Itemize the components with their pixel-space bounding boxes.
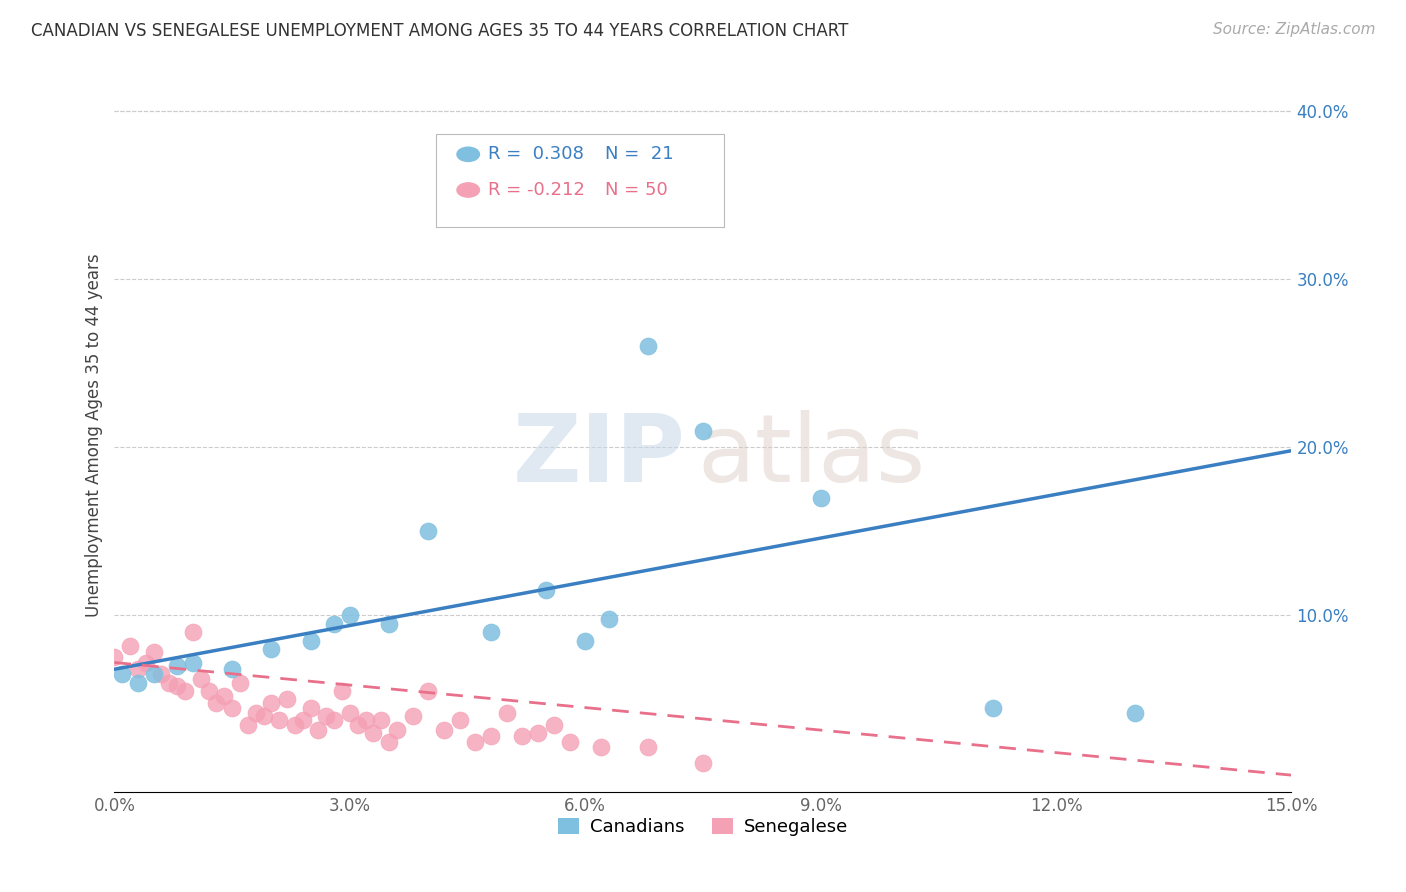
Point xyxy=(346,717,368,731)
Point xyxy=(589,739,612,754)
Point xyxy=(323,713,346,727)
Point xyxy=(637,739,659,754)
Point xyxy=(103,650,125,665)
Point xyxy=(543,717,565,731)
Text: R =  0.308: R = 0.308 xyxy=(488,145,583,163)
Point xyxy=(363,726,385,740)
Point xyxy=(260,696,283,710)
Point xyxy=(142,645,165,659)
Point xyxy=(190,673,212,687)
Point xyxy=(276,692,298,706)
Point xyxy=(449,713,471,727)
Text: R = -0.212: R = -0.212 xyxy=(488,181,585,199)
Point xyxy=(401,709,423,723)
Point xyxy=(269,713,291,727)
Point xyxy=(174,684,197,698)
Point xyxy=(197,684,219,698)
Point xyxy=(558,734,581,748)
Point xyxy=(385,723,408,737)
Point xyxy=(221,701,243,715)
Point xyxy=(534,583,557,598)
Point xyxy=(299,701,322,715)
Point xyxy=(315,709,337,723)
Point xyxy=(512,730,534,744)
Point xyxy=(418,684,440,698)
Point xyxy=(370,713,392,727)
Text: atlas: atlas xyxy=(697,410,925,502)
Point xyxy=(598,612,620,626)
Point xyxy=(229,675,252,690)
Point xyxy=(252,709,274,723)
Point xyxy=(150,667,173,681)
Point xyxy=(291,713,314,727)
Point xyxy=(464,734,486,748)
Text: N = 50: N = 50 xyxy=(605,181,668,199)
Point xyxy=(111,667,134,681)
Text: ZIP: ZIP xyxy=(512,410,685,502)
Point xyxy=(120,639,142,653)
Point xyxy=(142,667,165,681)
Point xyxy=(378,734,401,748)
Point xyxy=(299,633,322,648)
Point xyxy=(527,726,550,740)
Text: Source: ZipAtlas.com: Source: ZipAtlas.com xyxy=(1212,22,1375,37)
Point xyxy=(284,717,307,731)
Point xyxy=(166,658,188,673)
Y-axis label: Unemployment Among Ages 35 to 44 years: Unemployment Among Ages 35 to 44 years xyxy=(86,253,103,616)
Point xyxy=(692,756,714,771)
Point xyxy=(205,696,228,710)
Point xyxy=(418,524,440,539)
Point xyxy=(221,662,243,676)
Text: N =  21: N = 21 xyxy=(605,145,673,163)
Legend: Canadians, Senegalese: Canadians, Senegalese xyxy=(550,811,856,844)
Point xyxy=(433,723,456,737)
Point xyxy=(692,424,714,438)
Point xyxy=(981,701,1004,715)
Point xyxy=(574,633,596,648)
Point xyxy=(323,616,346,631)
Point xyxy=(181,656,204,670)
Point xyxy=(307,723,329,737)
Point xyxy=(495,706,517,720)
Point xyxy=(245,706,267,720)
Point xyxy=(127,675,149,690)
Point xyxy=(260,642,283,657)
Point xyxy=(135,656,157,670)
Point xyxy=(378,616,401,631)
Point xyxy=(127,662,149,676)
Point xyxy=(354,713,377,727)
Point xyxy=(1123,706,1146,720)
Point xyxy=(810,491,832,505)
Point xyxy=(157,675,180,690)
Point xyxy=(236,717,259,731)
Point xyxy=(214,689,236,703)
Text: CANADIAN VS SENEGALESE UNEMPLOYMENT AMONG AGES 35 TO 44 YEARS CORRELATION CHART: CANADIAN VS SENEGALESE UNEMPLOYMENT AMON… xyxy=(31,22,848,40)
Point xyxy=(339,608,361,623)
Point xyxy=(637,339,659,353)
Point xyxy=(479,625,502,640)
Point xyxy=(330,684,353,698)
Point xyxy=(479,730,502,744)
Point xyxy=(166,679,188,693)
Point xyxy=(181,625,204,640)
Point xyxy=(339,706,361,720)
